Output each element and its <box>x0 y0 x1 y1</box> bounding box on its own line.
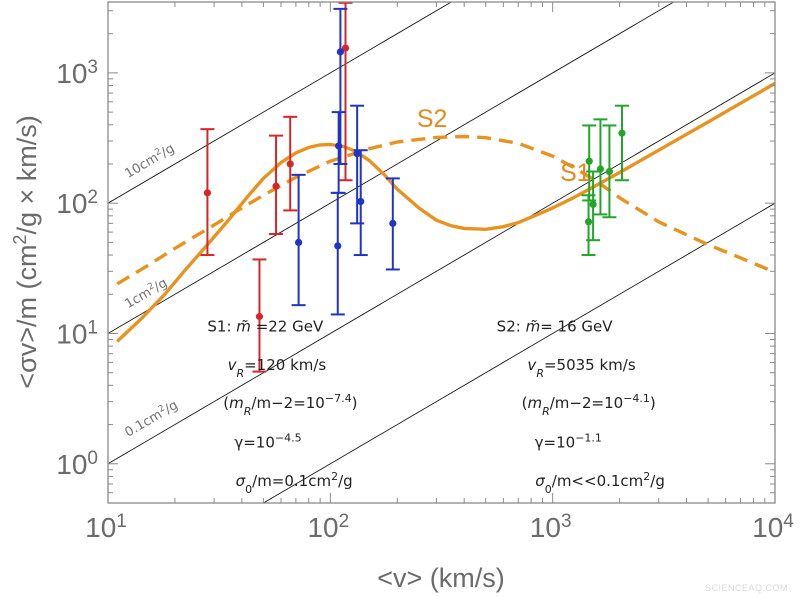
reference-line-label: 0.1cm2/g <box>122 397 181 441</box>
x-tick-label: 102 <box>307 511 349 544</box>
point-marker <box>272 182 280 190</box>
y-tick-label: 101 <box>56 317 98 350</box>
reference-line-1 <box>108 72 775 465</box>
parameter-annotations: S1: m̃ =22 GeV vR=120 km/s (mR/m−2=10−7.4)… <box>207 317 664 495</box>
y-tick-label: 103 <box>56 56 98 89</box>
data-point <box>385 177 400 271</box>
annotation-s1: (mR/m−2=10−7.4) <box>223 391 357 417</box>
point-marker <box>596 165 605 173</box>
data-points <box>200 2 629 373</box>
point-marker <box>357 197 365 206</box>
watermark: SCIENCEAQ.COM <box>704 583 788 593</box>
annotation-s2: (mR/m−2=10−4.1) <box>522 391 656 417</box>
reference-lines <box>108 2 775 503</box>
data-point <box>330 191 345 316</box>
annotation-s2: vR=5035 km/s <box>527 356 635 380</box>
x-tick-label: 104 <box>752 511 794 544</box>
x-tick-label: 103 <box>530 511 572 544</box>
data-point <box>614 104 629 182</box>
annotation-s1: S1: m̃ =22 GeV <box>207 317 324 335</box>
data-point <box>333 7 348 165</box>
data-point <box>602 124 617 219</box>
point-marker <box>618 129 626 137</box>
reference-line-labels: 10cm2/g 1cm2/g 0.1cm2/g <box>122 140 181 440</box>
x-tick-label: 101 <box>85 511 127 544</box>
y-tick-label: 100 <box>56 447 98 480</box>
data-point <box>269 134 284 236</box>
annotation-s1: σ0/m=0.1cm2/g <box>236 470 353 496</box>
curve-label-s1: S1 <box>560 159 591 187</box>
data-point <box>593 118 608 216</box>
y-tick-label: 102 <box>56 187 98 220</box>
data-point <box>350 104 365 225</box>
annotation-s1: γ=10−4.5 <box>234 431 301 452</box>
point-marker <box>585 157 593 165</box>
axis-tick-labels: 101 102 103 104 100 101 102 103 <box>56 56 794 543</box>
point-marker <box>353 150 361 158</box>
point-marker <box>605 167 614 176</box>
annotation-s1: vR=120 km/s <box>228 356 327 380</box>
annotation-s2: γ=10−1.1 <box>535 431 602 452</box>
curve-label-s2: S2 <box>417 105 448 133</box>
point-marker <box>203 189 212 197</box>
plot-frame <box>107 1 776 504</box>
reference-line-label: 1cm2/g <box>122 275 170 312</box>
reference-line-2 <box>262 202 775 503</box>
reference-line-label: 10cm2/g <box>122 140 177 181</box>
point-marker <box>295 238 303 247</box>
curve-s2 <box>116 134 775 286</box>
data-point <box>200 128 215 257</box>
point-marker <box>341 44 350 52</box>
data-point <box>353 149 368 257</box>
annotation-s2: σ0/m<<0.1cm2/g <box>535 470 665 496</box>
curve-labels: S1 S2 <box>417 105 591 187</box>
model-curves <box>116 81 775 343</box>
data-point <box>252 258 267 373</box>
reference-line-3 <box>108 2 453 204</box>
data-point <box>582 124 597 202</box>
point-marker <box>336 48 345 56</box>
point-marker <box>286 160 294 168</box>
data-point <box>586 170 601 242</box>
point-marker <box>334 242 342 250</box>
data-point <box>283 115 298 212</box>
point-marker <box>584 218 593 226</box>
data-point <box>291 173 306 307</box>
curve-s1 <box>116 81 775 343</box>
data-point <box>338 2 353 182</box>
y-axis-label: <σv>/m (cm2/g × km/s) <box>10 115 42 388</box>
point-marker <box>255 312 264 321</box>
axis-ticks <box>107 2 776 504</box>
point-marker <box>589 200 597 208</box>
point-marker <box>389 219 397 227</box>
annotation-s2: S2: m̃= 16 GeV <box>497 317 614 335</box>
x-axis-label: <v> (km/s) <box>377 563 505 593</box>
